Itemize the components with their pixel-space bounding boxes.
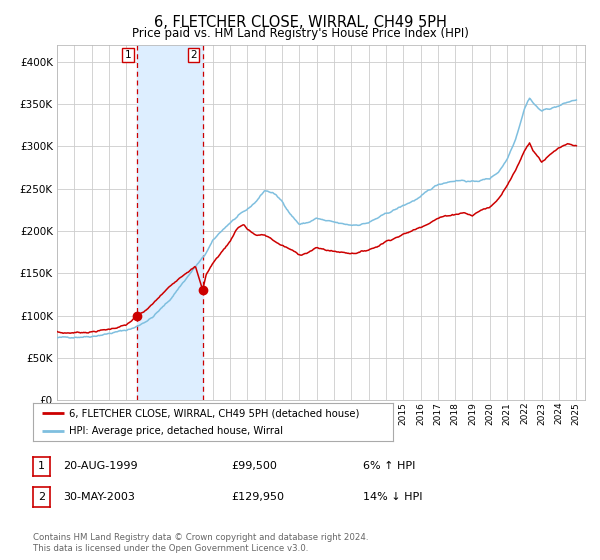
Text: 1: 1 [38,461,45,472]
Text: Contains HM Land Registry data © Crown copyright and database right 2024.
This d: Contains HM Land Registry data © Crown c… [33,533,368,553]
Text: HPI: Average price, detached house, Wirral: HPI: Average price, detached house, Wirr… [69,426,283,436]
Text: 6, FLETCHER CLOSE, WIRRAL, CH49 5PH (detached house): 6, FLETCHER CLOSE, WIRRAL, CH49 5PH (det… [69,408,359,418]
Text: 1: 1 [125,50,131,60]
Text: Price paid vs. HM Land Registry's House Price Index (HPI): Price paid vs. HM Land Registry's House … [131,27,469,40]
Text: 6% ↑ HPI: 6% ↑ HPI [363,461,415,472]
Text: 2: 2 [190,50,197,60]
Text: 30-MAY-2003: 30-MAY-2003 [63,492,135,502]
Text: £99,500: £99,500 [231,461,277,472]
Bar [137,45,203,400]
Text: 6, FLETCHER CLOSE, WIRRAL, CH49 5PH: 6, FLETCHER CLOSE, WIRRAL, CH49 5PH [154,15,446,30]
Text: 2: 2 [38,492,45,502]
Text: £129,950: £129,950 [231,492,284,502]
Text: 20-AUG-1999: 20-AUG-1999 [63,461,137,472]
Text: 14% ↓ HPI: 14% ↓ HPI [363,492,422,502]
